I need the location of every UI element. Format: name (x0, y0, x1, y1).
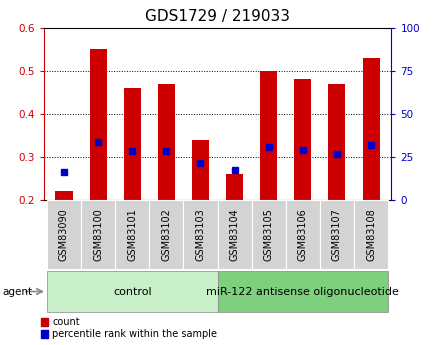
Bar (47, 271, 217, 312)
Bar (183, 200, 217, 269)
Bar (217, 271, 387, 312)
Bar (123, 88, 141, 200)
Bar (226, 174, 243, 200)
Legend: count, percentile rank within the sample: count, percentile rank within the sample (39, 316, 218, 340)
Bar (251, 200, 285, 269)
Bar (191, 140, 208, 200)
Bar (328, 84, 345, 200)
Bar (260, 71, 276, 200)
Bar (293, 79, 311, 200)
Text: GSM83106: GSM83106 (297, 208, 307, 261)
Text: miR-122 antisense oligonucleotide: miR-122 antisense oligonucleotide (206, 287, 398, 296)
Bar (217, 200, 251, 269)
Text: GSM83102: GSM83102 (161, 208, 171, 261)
Bar (55, 191, 72, 200)
Bar (115, 200, 149, 269)
Text: GSM83104: GSM83104 (229, 208, 239, 261)
Text: GSM83090: GSM83090 (59, 208, 69, 261)
Text: GSM83105: GSM83105 (263, 208, 273, 261)
Bar (89, 49, 106, 200)
Bar (149, 200, 183, 269)
Bar (362, 58, 379, 200)
Bar (319, 200, 353, 269)
Bar (158, 84, 174, 200)
Text: control: control (113, 287, 151, 296)
Text: GSM83103: GSM83103 (195, 208, 205, 261)
Text: GSM83107: GSM83107 (331, 208, 341, 261)
Bar (47, 200, 81, 269)
Text: GSM83101: GSM83101 (127, 208, 137, 261)
Text: GSM83100: GSM83100 (93, 208, 103, 261)
Bar (81, 200, 115, 269)
Bar (285, 200, 319, 269)
Text: GSM83108: GSM83108 (365, 208, 375, 261)
Text: agent: agent (2, 287, 32, 296)
Bar (353, 200, 387, 269)
Title: GDS1729 / 219033: GDS1729 / 219033 (145, 9, 289, 24)
